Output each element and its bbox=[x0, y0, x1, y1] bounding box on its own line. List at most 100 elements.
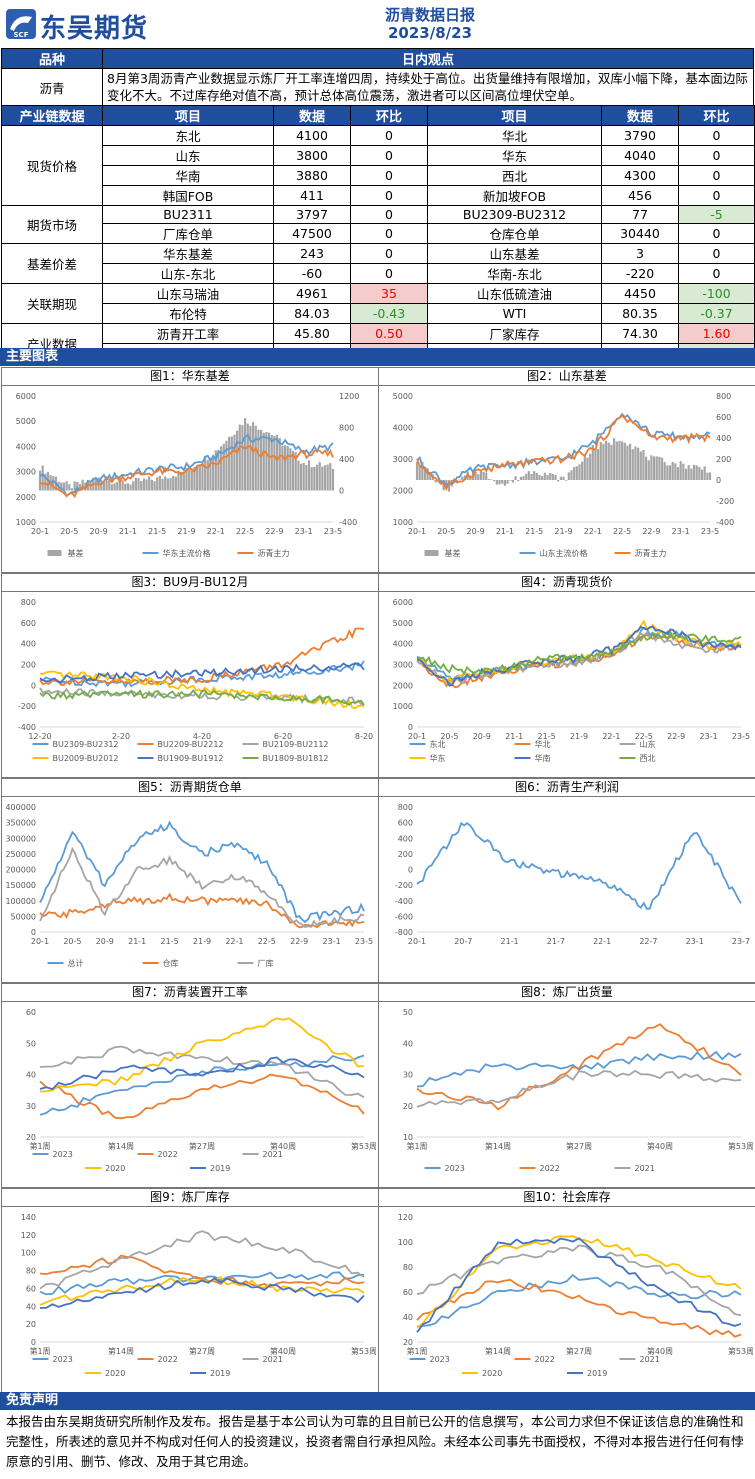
table-header-cell: 环比 bbox=[350, 105, 428, 126]
legend-label: 基差 bbox=[445, 548, 461, 558]
y-tick-label: 6000 bbox=[16, 392, 36, 401]
change-cell: 0 bbox=[350, 165, 428, 186]
y-tick-label: 2000 bbox=[393, 681, 413, 690]
chart-title: 图2：山东基差 bbox=[379, 368, 755, 386]
y-tick-label: 3000 bbox=[16, 468, 36, 477]
x-tick-label: 21-1 bbox=[128, 937, 146, 946]
report-header: SCF 东吴期货 沥青数据日报 2023/8/23 bbox=[0, 0, 755, 48]
legend-label: BU1909-BU1912 bbox=[158, 754, 224, 763]
y-tick-label: 200 bbox=[398, 850, 413, 859]
table-row: 关联期现 山东马瑞油 4961 35 山东低硫渣油 4450 -100 bbox=[1, 283, 755, 324]
legend-label: 2022 bbox=[158, 1150, 178, 1159]
change-cell: 0 bbox=[678, 243, 755, 264]
change-cell: 0 bbox=[678, 223, 755, 244]
x-tick-label: 22-1 bbox=[207, 527, 225, 536]
x-tick-label: 21-1 bbox=[119, 527, 137, 536]
legend-label: 总计 bbox=[68, 958, 84, 968]
y-tick-label: 200000 bbox=[5, 866, 36, 875]
x-tick-label: 第40周 bbox=[647, 1346, 673, 1356]
company-logo-icon: SCF bbox=[6, 9, 36, 39]
y-tick-label: 5000 bbox=[393, 619, 413, 628]
y-tick-label: 100 bbox=[21, 1249, 36, 1258]
x-tick-label: 20-1 bbox=[31, 527, 49, 536]
change-cell: 0 bbox=[350, 205, 428, 224]
y-tick-label: 60 bbox=[26, 1284, 36, 1293]
value-cell: 47500 bbox=[273, 223, 351, 244]
item-cell: 厂库仓单 bbox=[102, 223, 274, 244]
y-tick-label: 40 bbox=[403, 1313, 413, 1322]
table-row: 产业数据 沥青开工率 45.80 0.50 厂家库存 74.30 1.60 bbox=[1, 323, 755, 364]
item-cell: 华东 bbox=[427, 145, 602, 166]
y-tick-label: 600 bbox=[21, 619, 36, 628]
legend-label: 2020 bbox=[105, 1369, 125, 1378]
x-tick-label: 22-1 bbox=[593, 937, 611, 946]
table-header-cell: 项目 bbox=[102, 105, 274, 126]
category-cell: 基差价差 bbox=[1, 243, 103, 284]
x-tick-label: 22-5 bbox=[258, 937, 276, 946]
item-cell: 华南-东北 bbox=[427, 263, 602, 284]
x-tick-label: 6-20 bbox=[274, 732, 292, 741]
value-cell: 3800 bbox=[273, 145, 351, 166]
x-tick-label: 第14周 bbox=[485, 1346, 511, 1356]
x-tick-label: 23-1 bbox=[323, 937, 341, 946]
change-cell: 35 bbox=[350, 283, 428, 304]
chart-title: 图6：沥青生产利润 bbox=[379, 779, 755, 797]
item-cell: 厂家库存 bbox=[427, 323, 602, 344]
logo-sub-text: SCF bbox=[14, 31, 29, 39]
value-cell: 77 bbox=[601, 205, 679, 224]
x-tick-label: 20-9 bbox=[467, 527, 485, 536]
y-tick-label: 6000 bbox=[393, 598, 413, 607]
x-tick-label: 20-1 bbox=[408, 937, 426, 946]
value-cell: 3880 bbox=[273, 165, 351, 186]
y-tick-label: -200 bbox=[395, 881, 413, 890]
series-line bbox=[416, 1273, 742, 1328]
x-tick-label: 23-5 bbox=[324, 527, 342, 536]
series-line bbox=[416, 1023, 742, 1111]
series-line bbox=[39, 444, 334, 498]
value-cell: 80.35 bbox=[601, 303, 679, 324]
chart-title: 图3：BU9月-BU12月 bbox=[2, 574, 378, 592]
x-tick-label: 22-9 bbox=[290, 937, 308, 946]
x-tick-label: 21-9 bbox=[554, 527, 572, 536]
value-cell: 3797 bbox=[273, 205, 351, 224]
y-tick-label: 150000 bbox=[5, 881, 36, 890]
chart-panel-1: 图1：华东基差 1000 2000 3000 4000 5000 6000 -400 0 400 8… bbox=[1, 367, 379, 573]
y-tick-label: 80 bbox=[403, 1263, 413, 1272]
item-cell: 西北 bbox=[427, 165, 602, 186]
x-tick-label: 第27周 bbox=[189, 1141, 215, 1151]
x-tick-label: 20-5 bbox=[60, 527, 78, 536]
y-tick-label: 0 bbox=[31, 681, 36, 690]
change-cell: -100 bbox=[678, 283, 755, 304]
x-tick-label: 21-1 bbox=[496, 527, 514, 536]
x-tick-label: 第14周 bbox=[108, 1141, 134, 1151]
brand-name: 东吴期货 bbox=[40, 14, 149, 44]
opinion-text: 8月第3周沥青产业数据显示炼厂开工率连增四周，持续处于高位。出货量维持有限增加，… bbox=[102, 68, 754, 106]
chart-title: 图8：炼厂出货量 bbox=[379, 984, 755, 1002]
table-row: 山东-东北 -60 0 华南-东北 -220 0 bbox=[2, 263, 755, 284]
y-tick-label: -200 bbox=[18, 702, 36, 711]
y-tick-label: 400 bbox=[398, 834, 413, 843]
y-tick-label: 5000 bbox=[16, 417, 36, 426]
legend-label: 2019 bbox=[210, 1164, 230, 1173]
y-tick-label: 140 bbox=[21, 1213, 36, 1222]
x-tick-label: 22-1 bbox=[584, 527, 602, 536]
y-tick-label: 20 bbox=[26, 1133, 36, 1142]
x-tick-label: 20-1 bbox=[31, 937, 49, 946]
change-cell: 0 bbox=[678, 145, 755, 166]
legend-label: 厂库 bbox=[258, 958, 274, 968]
chart-title: 图7：沥青装置开工率 bbox=[2, 984, 378, 1002]
x-tick-label: 第53周 bbox=[728, 1141, 753, 1151]
y2-tick-label: 0 bbox=[339, 487, 344, 496]
x-tick-label: 22-7 bbox=[639, 937, 657, 946]
y-tick-label: -600 bbox=[395, 912, 413, 921]
item-cell: 沥青开工率 bbox=[102, 323, 274, 344]
series-line bbox=[416, 619, 742, 685]
y-tick-label: 300000 bbox=[5, 834, 36, 843]
x-tick-label: 21-5 bbox=[538, 732, 556, 741]
series-line bbox=[39, 846, 365, 928]
legend-label: 东北 bbox=[430, 739, 446, 749]
x-tick-label: 22-9 bbox=[642, 527, 660, 536]
y2-tick-label: 400 bbox=[339, 455, 354, 464]
item-cell: WTI bbox=[427, 303, 602, 324]
x-tick-label: 23-1 bbox=[295, 527, 313, 536]
